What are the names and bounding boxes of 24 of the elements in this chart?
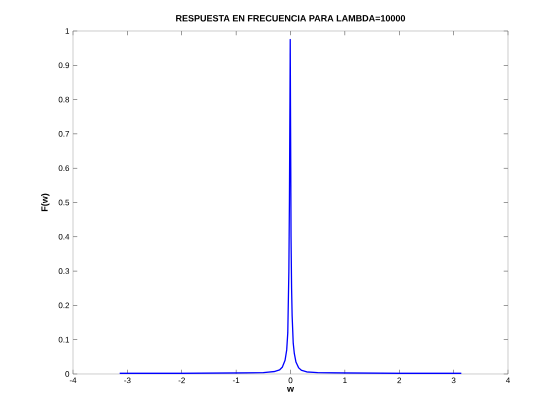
x-tick-label: -4 xyxy=(70,378,76,384)
y-tick-label: 0.9 xyxy=(58,62,70,68)
x-tick-label: -2 xyxy=(178,378,185,384)
y-tick-label: 0 xyxy=(65,371,70,377)
y-tick-label: 0.8 xyxy=(58,96,70,102)
x-tick-label: 4 xyxy=(506,378,510,384)
y-axis-title: F(w) xyxy=(41,194,50,212)
x-tick-label: 3 xyxy=(452,378,456,384)
x-tick-label: -1 xyxy=(232,378,240,384)
y-tick-label: 0.1 xyxy=(58,336,70,343)
y-tick-label: 0.6 xyxy=(58,165,70,172)
y-tick-label: 0.5 xyxy=(58,200,70,206)
chart-title: RESPUESTA EN FRECUENCIA PARA LAMBDA=10000 xyxy=(176,15,406,22)
x-tick-label: 0 xyxy=(288,378,292,384)
y-tick-label: 0.3 xyxy=(58,268,70,274)
x-tick-label: 2 xyxy=(397,378,402,384)
line-series xyxy=(119,38,462,374)
x-tick-label: 1 xyxy=(343,378,347,384)
y-tick-label: 0.4 xyxy=(58,234,70,240)
y-tick-label: 0.2 xyxy=(58,302,70,308)
y-tick-label: 1 xyxy=(66,28,70,34)
x-axis-title: w xyxy=(286,387,294,392)
y-tick-label: 0.7 xyxy=(58,131,70,137)
x-tick-label: -3 xyxy=(124,378,131,384)
